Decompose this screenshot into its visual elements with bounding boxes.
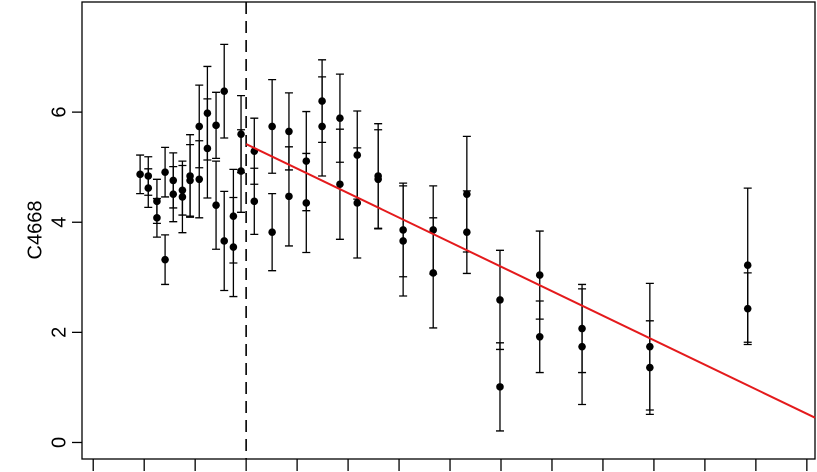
fit-line: [245, 143, 816, 419]
y-tick-label: 6: [48, 107, 70, 118]
point: [178, 193, 187, 201]
point: [195, 175, 204, 184]
point: [203, 109, 212, 118]
point: [268, 122, 276, 131]
point: [186, 176, 194, 185]
y-tick-label: 0: [48, 437, 70, 448]
point: [336, 180, 344, 189]
point: [250, 197, 259, 206]
point: [429, 269, 438, 277]
point: [169, 190, 178, 198]
y-tick-label: 2: [48, 327, 70, 338]
point: [535, 332, 544, 341]
point: [535, 271, 544, 279]
point: [144, 184, 153, 192]
point: [318, 122, 326, 131]
point: [212, 121, 220, 130]
point: [237, 167, 245, 175]
point: [743, 261, 752, 269]
point: [220, 237, 229, 245]
y-tick-label: 4: [48, 217, 70, 228]
point: [302, 199, 311, 207]
y-axis-label: C4668: [24, 201, 46, 260]
plot-frame: [81, 1, 816, 460]
point: [161, 168, 169, 176]
point: [743, 304, 752, 313]
point: [496, 296, 504, 304]
point: [136, 170, 144, 179]
point: [399, 237, 407, 245]
point: [195, 122, 204, 131]
point: [496, 383, 504, 391]
point: [268, 228, 276, 236]
point: [229, 243, 238, 251]
point: [285, 127, 293, 136]
point: [353, 199, 362, 207]
point: [578, 342, 586, 351]
point: [220, 87, 229, 95]
point: [285, 192, 293, 201]
point: [161, 255, 169, 264]
point: [336, 114, 344, 122]
point: [212, 201, 220, 209]
point: [463, 228, 471, 236]
point: [153, 214, 161, 222]
point: [646, 363, 654, 372]
point: [374, 175, 382, 184]
